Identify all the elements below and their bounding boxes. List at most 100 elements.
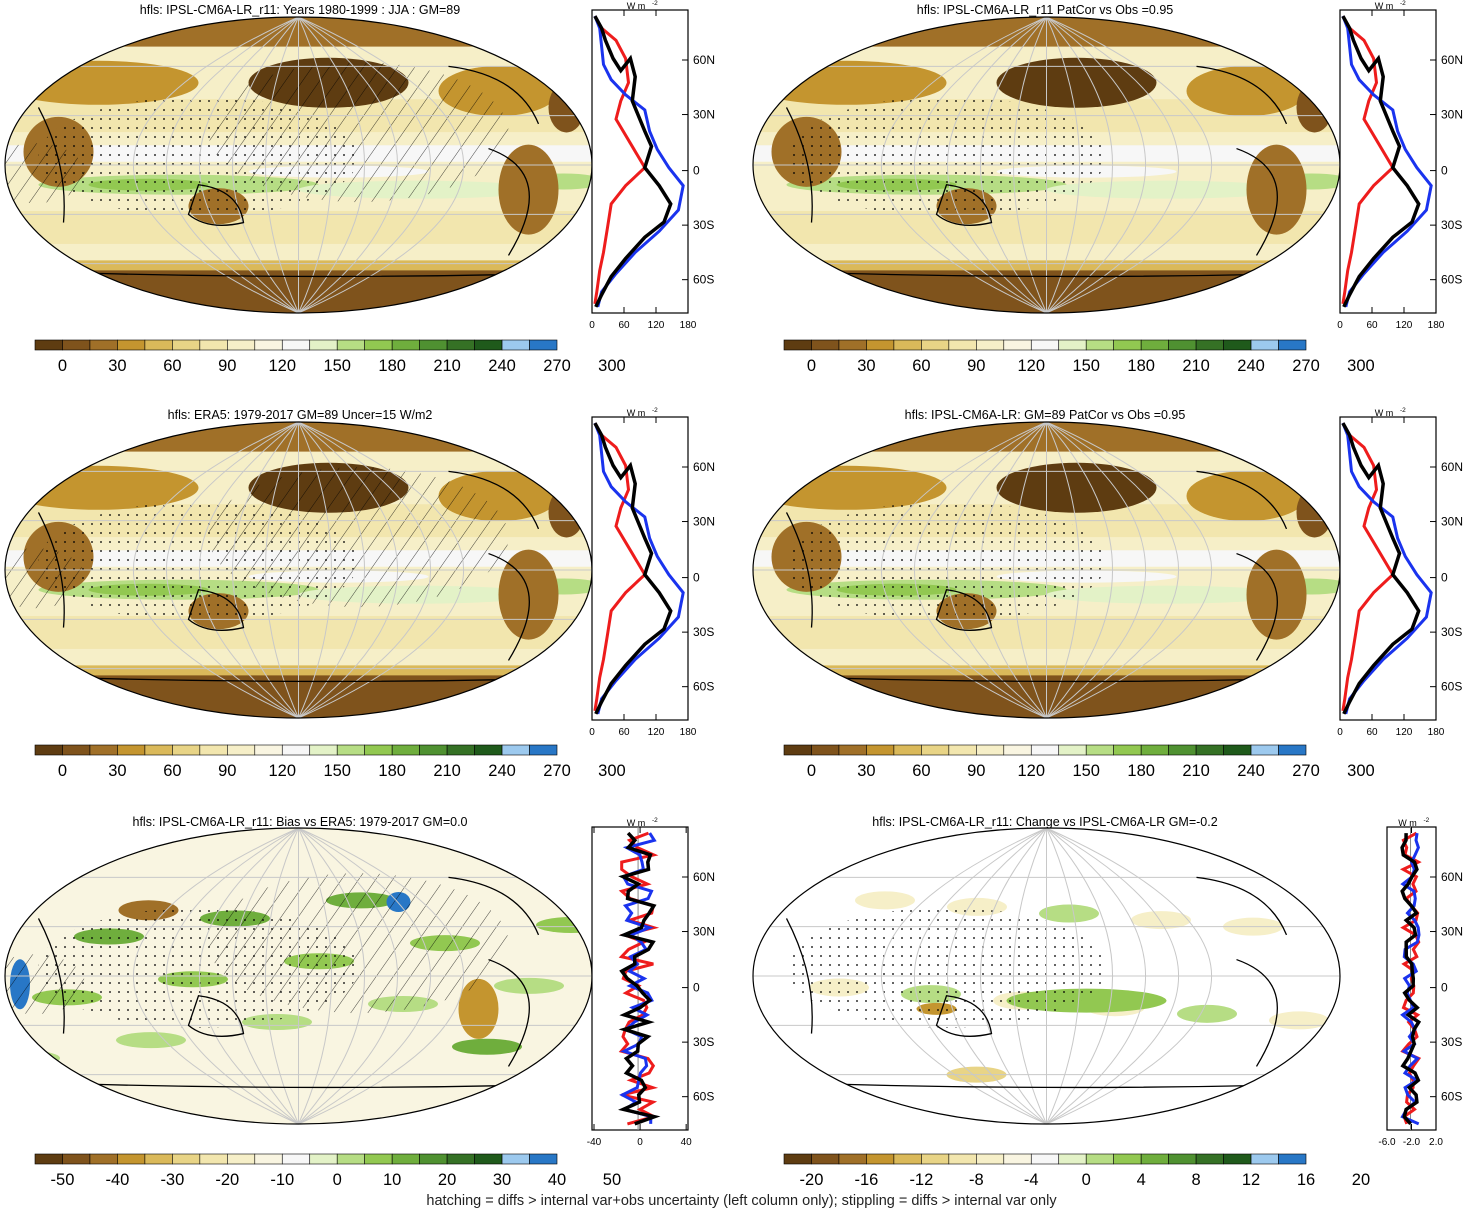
colorbar-tick-label: 20	[1352, 1171, 1370, 1189]
profile-lat-label: 60N	[1441, 53, 1463, 67]
profile-unit: W m	[1375, 1, 1394, 11]
colorbar-tick-label: 210	[1182, 762, 1210, 780]
colorbar-tick-label: 20	[438, 1171, 456, 1189]
colorbar-tick-label: 90	[218, 357, 236, 375]
colorbar-tick-label: 240	[1237, 762, 1265, 780]
colorbar-tick-label: 120	[1017, 762, 1045, 780]
colorbar-tick-label: 120	[1017, 357, 1045, 375]
profile-lat-label: 0	[693, 571, 700, 585]
profile-x-tick: -6.0	[1378, 1137, 1396, 1148]
profile-lat-label: 60S	[693, 273, 714, 287]
profile-x-tick: 0	[1337, 727, 1343, 738]
colorbar-tick-label: 150	[323, 762, 351, 780]
colorbar-tick-label: 210	[433, 357, 461, 375]
colorbar-tick-label: 300	[1347, 357, 1375, 375]
map-panel-5	[4, 827, 593, 1125]
profile-lat-label: 60S	[1441, 680, 1462, 694]
profile-unit-exponent: -2	[1400, 407, 1406, 414]
map-panel-3	[4, 421, 593, 719]
colorbar-tick-label: 240	[488, 762, 516, 780]
colorbar-tick-label: 30	[108, 762, 126, 780]
colorbar-tick-label: -20	[215, 1171, 239, 1189]
colorbar-3: 0 30 60 90 120 150 180 210 240 270 300	[34, 744, 626, 780]
colorbar-tick-label: -30	[160, 1171, 184, 1189]
panel-title-3: hfls: ERA5: 1979-2017 GM=89 Uncer=15 W/m…	[167, 408, 433, 422]
profile-x-tick: 120	[1396, 320, 1413, 331]
colorbar-tick-label: 150	[1072, 357, 1100, 375]
colorbar-tick-label: 30	[857, 357, 875, 375]
colorbar-tick-label: -16	[854, 1171, 878, 1189]
profile-x-tick: 0	[589, 320, 595, 331]
profile-x-tick: 120	[648, 727, 665, 738]
profile-unit: W m	[1398, 818, 1417, 828]
profile-unit-exponent: -2	[1424, 817, 1430, 824]
colorbar-tick-label: 30	[493, 1171, 511, 1189]
zonal-profile-4: W m -2 60N 30N 0 30S 60S 0 60 120 180	[1337, 407, 1463, 738]
colorbar-tick-label: -20	[800, 1171, 824, 1189]
profile-lat-label: 30S	[693, 218, 714, 232]
panel-title-5: hfls: IPSL-CM6A-LR_r11: Bias vs ERA5: 19…	[132, 815, 468, 829]
profile-unit: W m	[627, 818, 646, 828]
profile-x-tick: 0	[637, 1137, 643, 1148]
colorbar-tick-label: 180	[1127, 762, 1155, 780]
profile-x-tick: 40	[681, 1137, 693, 1148]
profile-x-tick: 60	[618, 727, 630, 738]
colorbar-tick-label: 150	[1072, 762, 1100, 780]
colorbar-5: -50 -40 -30 -20 -10 0 10 20 30 40 50	[34, 1153, 621, 1189]
profile-lat-label: 30N	[693, 108, 715, 122]
profile-lat-label: 30S	[1441, 218, 1462, 232]
colorbar-tick-label: 270	[543, 357, 571, 375]
colorbar-tick-label: -10	[270, 1171, 294, 1189]
profile-x-tick: 0	[1337, 320, 1343, 331]
colorbar-2: 0 30 60 90 120 150 180 210 240 270 300	[783, 339, 1375, 375]
colorbar-tick-label: 210	[1182, 357, 1210, 375]
colorbar-tick-label: 0	[58, 762, 67, 780]
colorbar-tick-label: 30	[108, 357, 126, 375]
colorbar-tick-label: 4	[1137, 1171, 1146, 1189]
colorbar-tick-label: 120	[268, 357, 296, 375]
colorbar-tick-label: -50	[51, 1171, 75, 1189]
colorbar-tick-label: 60	[163, 762, 181, 780]
colorbar-tick-label: 40	[548, 1171, 566, 1189]
colorbar-tick-label: 0	[58, 357, 67, 375]
map-panel-2	[752, 16, 1341, 314]
colorbar-tick-label: 90	[967, 357, 985, 375]
profile-x-tick: -2.0	[1403, 1137, 1421, 1148]
profile-lat-label: 0	[1441, 164, 1448, 178]
colorbar-tick-label: -8	[969, 1171, 984, 1189]
profile-lat-label: 30S	[1441, 625, 1462, 639]
colorbar-tick-label: 0	[333, 1171, 342, 1189]
colorbar-tick-label: 30	[857, 762, 875, 780]
profile-lat-label: 60S	[693, 1090, 714, 1104]
profile-lat-label: 60N	[693, 460, 715, 474]
colorbar-tick-label: 0	[1082, 1171, 1091, 1189]
colorbar-tick-label: 16	[1297, 1171, 1315, 1189]
map-panel-1	[4, 16, 593, 314]
colorbar-tick-label: 8	[1192, 1171, 1201, 1189]
profile-lat-label: 30S	[693, 1035, 714, 1049]
colorbar-tick-label: 0	[807, 357, 816, 375]
colorbar-tick-label: 60	[912, 762, 930, 780]
profile-lat-label: 60S	[693, 680, 714, 694]
colorbar-tick-label: 12	[1242, 1171, 1260, 1189]
profile-x-tick: 180	[680, 320, 697, 331]
profile-lat-label: 0	[693, 981, 700, 995]
colorbar-tick-label: 180	[1127, 357, 1155, 375]
colorbar-tick-label: 50	[603, 1171, 621, 1189]
profile-unit: W m	[1375, 408, 1394, 418]
profile-x-tick: 180	[1428, 320, 1445, 331]
panel-title-2: hfls: IPSL-CM6A-LR_r11 PatCor vs Obs =0.…	[916, 3, 1174, 17]
panel-title-6: hfls: IPSL-CM6A-LR_r11: Change vs IPSL-C…	[872, 815, 1218, 829]
colorbar-tick-label: -4	[1024, 1171, 1039, 1189]
profile-unit-exponent: -2	[1400, 0, 1406, 7]
map-panel-6	[752, 827, 1341, 1125]
zonal-profile-1: W m -2 60N 30N 0 30S 60S 0 60 120 180	[589, 0, 715, 331]
colorbar-tick-label: 270	[543, 762, 571, 780]
colorbar-tick-label: 300	[598, 357, 626, 375]
colorbar-tick-label: 270	[1292, 762, 1320, 780]
panel-title-1: hfls: IPSL-CM6A-LR_r11: Years 1980-1999 …	[139, 3, 461, 17]
profile-lat-label: 60N	[693, 870, 715, 884]
profile-lat-label: 0	[693, 164, 700, 178]
profile-x-tick: 120	[648, 320, 665, 331]
profile-lat-label: 30N	[1441, 108, 1463, 122]
